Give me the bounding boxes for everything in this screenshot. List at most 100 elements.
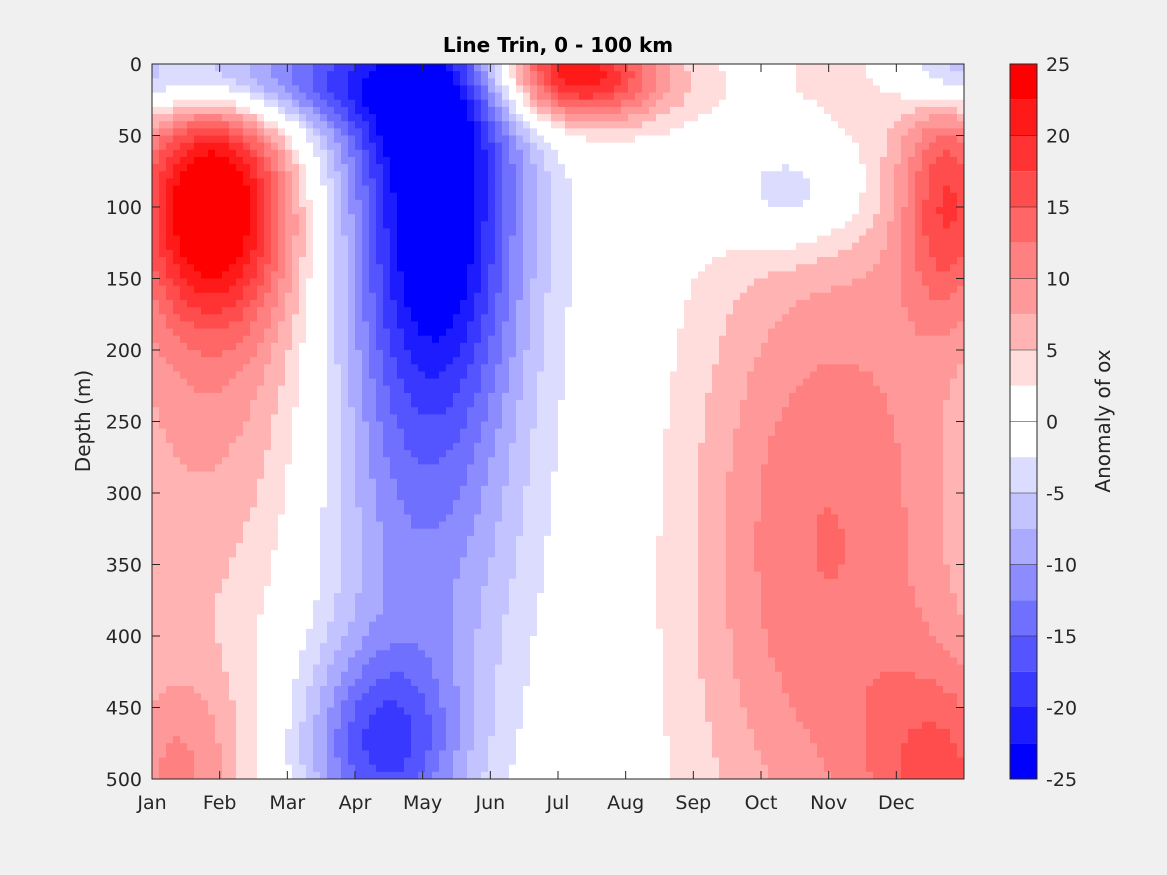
- heatmap-cell: [334, 392, 342, 401]
- heatmap-cell: [411, 78, 419, 87]
- heatmap-cell: [243, 493, 251, 501]
- heatmap-cell: [453, 464, 461, 473]
- heatmap-cell: [173, 207, 181, 215]
- heatmap-cell: [362, 135, 370, 144]
- heatmap-cell: [236, 736, 244, 744]
- heatmap-cell: [474, 249, 482, 258]
- heatmap-cell: [341, 414, 349, 423]
- heatmap-cell: [411, 493, 419, 501]
- heatmap-cell: [327, 664, 335, 673]
- heatmap-cell: [411, 485, 419, 494]
- heatmap-cell: [446, 214, 454, 222]
- heatmap-cell: [334, 435, 342, 444]
- heatmap-cell: [194, 321, 202, 330]
- heatmap-cell: [299, 378, 307, 387]
- heatmap-cell: [488, 156, 496, 165]
- heatmap-cell: [432, 307, 440, 315]
- heatmap-cell: [460, 421, 468, 430]
- heatmap-cell: [397, 471, 405, 480]
- heatmap-cell: [432, 121, 440, 129]
- heatmap-cell: [453, 736, 461, 744]
- heatmap-cell: [383, 493, 391, 501]
- heatmap-cell: [474, 721, 482, 730]
- heatmap-cell: [208, 99, 216, 108]
- heatmap-cell: [453, 128, 461, 137]
- heatmap-cell: [180, 385, 188, 394]
- heatmap-cell: [460, 156, 468, 165]
- heatmap-cell: [236, 192, 244, 201]
- heatmap-cell: [257, 335, 265, 344]
- heatmap-cell: [432, 149, 440, 158]
- heatmap-cell: [222, 650, 230, 659]
- heatmap-cell: [327, 585, 335, 594]
- heatmap-cell: [194, 478, 202, 487]
- heatmap-cell: [229, 471, 237, 480]
- heatmap-cell: [411, 478, 419, 487]
- heatmap-cell: [229, 357, 237, 365]
- heatmap-cell: [152, 371, 160, 380]
- heatmap-cell: [236, 285, 244, 294]
- heatmap-cell: [264, 207, 272, 215]
- heatmap-cell: [390, 650, 398, 659]
- heatmap-cell: [243, 450, 251, 458]
- heatmap-cell: [292, 249, 300, 258]
- heatmap-cell: [376, 371, 384, 380]
- heatmap-cell: [411, 585, 419, 594]
- heatmap-cell: [432, 114, 440, 122]
- heatmap-cell: [173, 700, 181, 709]
- heatmap-cell: [369, 221, 377, 230]
- heatmap-cell: [292, 585, 300, 594]
- heatmap-cell: [222, 207, 230, 215]
- heatmap-cell: [432, 242, 440, 251]
- heatmap-cell: [166, 585, 174, 594]
- heatmap-cell: [278, 507, 286, 516]
- heatmap-cell: [257, 721, 265, 730]
- heatmap-cell: [320, 428, 328, 437]
- heatmap-cell: [152, 507, 160, 516]
- heatmap-cell: [467, 350, 475, 358]
- heatmap-cell: [467, 435, 475, 444]
- heatmap-cell: [180, 321, 188, 330]
- heatmap-cell: [292, 71, 300, 79]
- heatmap-cell: [166, 164, 174, 172]
- heatmap-cell: [166, 228, 174, 237]
- heatmap-cell: [369, 414, 377, 423]
- heatmap-cell: [159, 578, 167, 587]
- heatmap-cell: [453, 164, 461, 172]
- heatmap-cell: [236, 121, 244, 129]
- heatmap-cell: [397, 428, 405, 437]
- heatmap-cell: [285, 757, 293, 766]
- heatmap-cell: [432, 371, 440, 380]
- heatmap-cell: [327, 450, 335, 458]
- heatmap-cell: [208, 414, 216, 423]
- heatmap-cell: [425, 135, 433, 144]
- heatmap-cell: [341, 121, 349, 129]
- heatmap-cell: [453, 106, 461, 115]
- heatmap-cell: [474, 292, 482, 301]
- heatmap-cell: [313, 464, 321, 473]
- heatmap-cell: [439, 342, 447, 351]
- heatmap-cell: [306, 128, 314, 137]
- heatmap-cell: [481, 342, 489, 351]
- heatmap-cell: [355, 478, 363, 487]
- heatmap-cell: [390, 500, 398, 508]
- heatmap-cell: [383, 114, 391, 122]
- heatmap-cell: [243, 721, 251, 730]
- heatmap-cell: [180, 693, 188, 701]
- heatmap-cell: [495, 328, 503, 337]
- heatmap-cell: [229, 228, 237, 237]
- heatmap-cell: [453, 693, 461, 701]
- heatmap-cell: [215, 285, 223, 294]
- heatmap-cell: [264, 521, 272, 530]
- heatmap-cell: [166, 114, 174, 122]
- heatmap-cell: [495, 106, 503, 115]
- heatmap-cell: [285, 235, 293, 244]
- heatmap-cell: [229, 728, 237, 737]
- heatmap-cell: [495, 264, 503, 272]
- heatmap-cell: [341, 378, 349, 387]
- heatmap-cell: [432, 700, 440, 709]
- heatmap-cell: [474, 714, 482, 723]
- heatmap-cell: [488, 314, 496, 322]
- heatmap-cell: [180, 207, 188, 215]
- heatmap-cell: [194, 407, 202, 415]
